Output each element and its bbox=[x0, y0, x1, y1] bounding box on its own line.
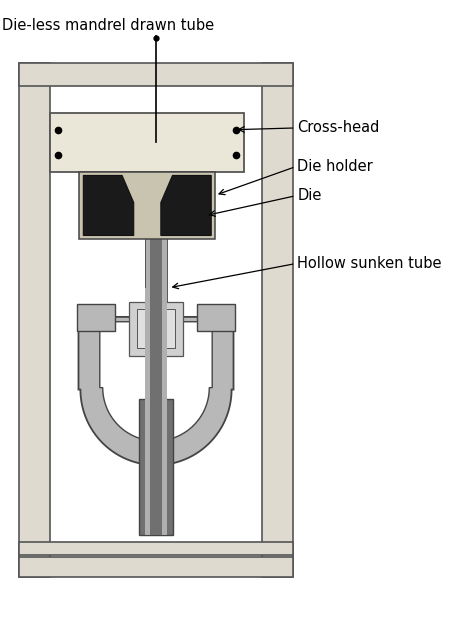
Polygon shape bbox=[83, 176, 134, 236]
Bar bbox=[80, 172, 215, 240]
Polygon shape bbox=[79, 317, 234, 465]
Bar bbox=[146, 288, 150, 535]
Bar bbox=[150, 138, 162, 535]
Bar bbox=[138, 399, 173, 535]
Bar bbox=[76, 304, 115, 332]
Text: Die holder: Die holder bbox=[298, 159, 373, 174]
Bar bbox=[162, 138, 167, 535]
Bar bbox=[262, 63, 292, 577]
Bar bbox=[146, 138, 167, 535]
Bar bbox=[50, 113, 244, 172]
Polygon shape bbox=[161, 176, 211, 236]
Bar bbox=[19, 63, 292, 87]
Bar bbox=[146, 138, 150, 535]
Text: Die: Die bbox=[298, 188, 322, 203]
Bar bbox=[150, 288, 162, 535]
Bar bbox=[162, 288, 167, 535]
Bar bbox=[19, 63, 50, 577]
Bar bbox=[19, 557, 292, 577]
Polygon shape bbox=[100, 322, 212, 441]
Text: Cross-head: Cross-head bbox=[298, 120, 380, 135]
Bar bbox=[19, 542, 292, 556]
Text: Die-less mandrel drawn tube: Die-less mandrel drawn tube bbox=[2, 18, 214, 33]
Bar bbox=[129, 302, 183, 356]
Text: Hollow sunken tube: Hollow sunken tube bbox=[298, 256, 442, 271]
Bar bbox=[137, 309, 175, 348]
Bar bbox=[197, 304, 236, 332]
